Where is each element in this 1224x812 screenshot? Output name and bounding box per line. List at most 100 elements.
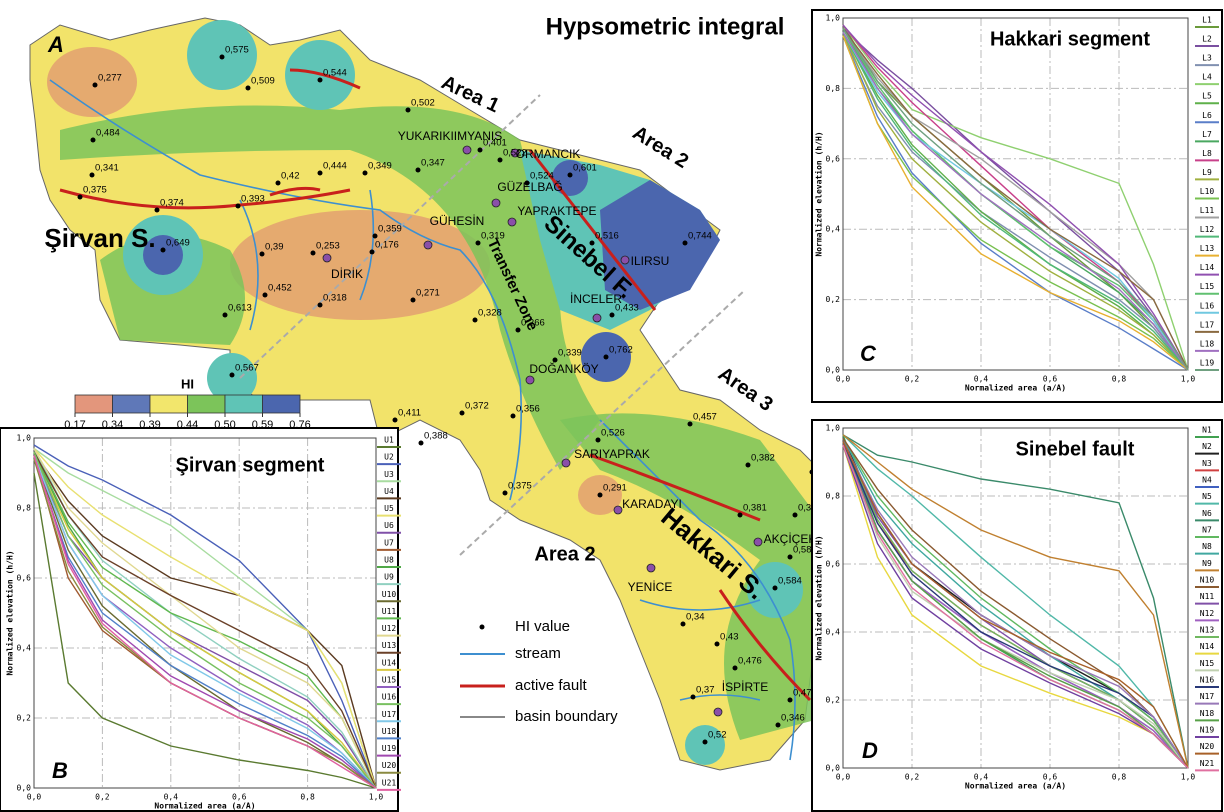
hi-point [553, 358, 558, 363]
map-legend-label: active fault [515, 677, 588, 694]
legend-label: L8 [1202, 149, 1212, 158]
legend-label: L15 [1200, 282, 1215, 291]
x-tick-label: 0,0 [836, 773, 851, 782]
legend-label: N10 [1200, 576, 1215, 585]
hi-label: 0,318 [323, 293, 347, 304]
legend-label: U10 [382, 590, 397, 599]
hi-label: 0,544 [323, 68, 347, 79]
y-tick-label: 0,0 [826, 366, 841, 375]
village-label: GÜHESİN [430, 214, 485, 228]
hi-point [598, 493, 603, 498]
legend-label: N4 [1202, 476, 1212, 485]
y-tick-label: 1,0 [826, 424, 841, 433]
legend-label: U8 [384, 556, 394, 565]
hi-point [393, 418, 398, 423]
legend-label: U1 [384, 436, 394, 445]
y-tick-label: 0,8 [17, 504, 32, 513]
legend-label: L13 [1200, 244, 1215, 253]
hi-label: 0,346 [781, 713, 805, 724]
hypsometric-chart: 0,00,20,40,60,81,00,00,20,40,60,81,0Norm… [812, 10, 1222, 402]
legend-label: L19 [1200, 358, 1215, 367]
village-marker [424, 241, 432, 249]
hi-point [568, 173, 573, 178]
panel-label: A [47, 32, 64, 57]
legend-label: N21 [1200, 759, 1215, 768]
village-marker [714, 708, 722, 716]
x-tick-label: 0,8 [1112, 773, 1127, 782]
hi-label: 0,601 [573, 163, 597, 174]
legend-label: N19 [1200, 726, 1215, 735]
figure: Hypsometric integralAArea 1Area 2Area 3A… [0, 0, 1224, 812]
hi-point [276, 181, 281, 186]
zone-low [47, 47, 137, 117]
legend-label: U7 [384, 538, 394, 547]
hi-label: 0,457 [693, 412, 717, 423]
hi-point [733, 666, 738, 671]
village-marker [562, 459, 570, 467]
colorbar-swatch [75, 395, 113, 413]
village-marker [526, 376, 534, 384]
y-tick-label: 0,4 [17, 644, 32, 653]
village-marker [621, 256, 629, 264]
y-tick-label: 0,8 [826, 84, 841, 93]
legend-label: N5 [1202, 492, 1212, 501]
legend-label: U14 [382, 658, 397, 667]
hi-point [93, 83, 98, 88]
legend-label: U17 [382, 710, 397, 719]
hi-label: 0,502 [411, 98, 435, 109]
y-tick-label: 0,6 [826, 154, 841, 163]
y-tick-label: 0,4 [826, 628, 841, 637]
village-marker [323, 254, 331, 262]
legend-label: U21 [382, 778, 397, 787]
hi-point [738, 513, 743, 518]
hi-label: 0,584 [778, 576, 802, 587]
x-tick-label: 1,0 [1181, 375, 1196, 384]
y-tick-label: 0,6 [17, 574, 32, 583]
hi-point [236, 204, 241, 209]
hi-point [363, 171, 368, 176]
legend-label: U20 [382, 761, 397, 770]
hi-label: 0,319 [481, 231, 505, 242]
hi-label: 0,762 [609, 345, 633, 356]
legend-label: L4 [1202, 73, 1212, 82]
legend-hi-dot [480, 625, 485, 630]
hi-point [691, 695, 696, 700]
legend-label: U5 [384, 504, 394, 513]
legend-label: N8 [1202, 542, 1212, 551]
colorbar-swatch [188, 395, 226, 413]
hi-label: 0,382 [751, 453, 775, 464]
legend-label: L14 [1200, 263, 1215, 272]
hi-point [223, 313, 228, 318]
hi-point [411, 298, 416, 303]
x-tick-label: 0,2 [905, 375, 920, 384]
hi-point [406, 108, 411, 113]
hi-point [161, 248, 166, 253]
panel-label: D [862, 738, 878, 763]
hi-point [318, 78, 323, 83]
village-label: DOĞANKÖY [529, 361, 598, 376]
hi-point [596, 438, 601, 443]
hi-point [476, 241, 481, 246]
hi-label: 0,375 [83, 185, 107, 196]
legend-label: N17 [1200, 692, 1215, 701]
hi-label: 0,341 [95, 163, 119, 174]
hi-label: 0,356 [516, 404, 540, 415]
map-legend-label: stream [515, 645, 561, 662]
hi-point [220, 55, 225, 60]
hi-label: 0,34 [686, 612, 705, 623]
hi-label: 0,393 [241, 194, 265, 205]
legend-label: L10 [1200, 187, 1215, 196]
legend-label: U2 [384, 453, 394, 462]
x-tick-label: 1,0 [1181, 773, 1196, 782]
legend-label: U19 [382, 744, 397, 753]
x-tick-label: 0,4 [164, 793, 179, 802]
colorbar-swatch [263, 395, 301, 413]
legend-label: L1 [1202, 16, 1212, 25]
hi-label: 0,359 [378, 224, 402, 235]
colorbar-swatch [225, 395, 263, 413]
hi-label: 0,381 [743, 503, 767, 514]
hi-label: 0,526 [601, 428, 625, 439]
legend-label: L9 [1202, 168, 1212, 177]
y-axis-title: Normalized elevation (h/H) [814, 535, 824, 660]
